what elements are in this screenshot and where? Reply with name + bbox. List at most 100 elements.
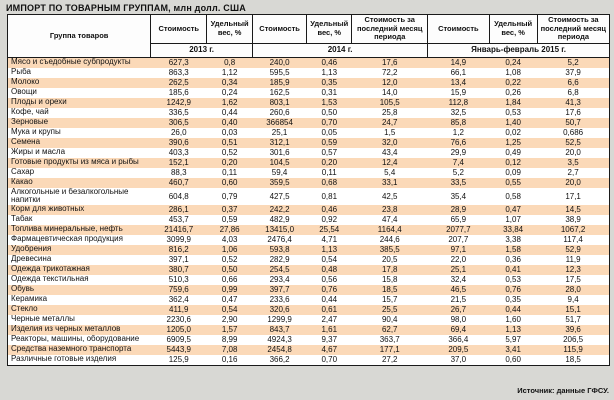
value-cell: 32,5 — [450, 108, 467, 117]
table-row: Готовые продукты из мяса и рыбы 152,1 0,20… — [7, 157, 610, 168]
value-cell: 20,5 — [381, 255, 398, 264]
group-cell: Керамика — [11, 294, 48, 304]
value-cell: 25,5 — [381, 305, 398, 314]
value-cell: 2,7 — [567, 168, 579, 177]
value-cell: 2,47 — [321, 315, 338, 324]
value-cell: 42,5 — [381, 191, 398, 201]
group-cell: Табак — [11, 214, 33, 224]
table-row: Зерновые 306,5 0,40 366854 0,70 24,7 85,8 1,40 5… — [7, 117, 610, 128]
value-cell: 46,5 — [450, 285, 467, 294]
group-cell: Различные готовые изделия — [11, 354, 117, 364]
value-cell: 403,3 — [168, 148, 189, 157]
value-cell: 482,9 — [269, 215, 290, 224]
value-cell: 18,5 — [565, 355, 581, 364]
table-row: Плоды и орехи 1242,9 1,62 803,1 1,53 105,5 112… — [7, 97, 610, 108]
value-cell: 25,54 — [319, 225, 340, 234]
table-row: Овощи 185,6 0,24 162,5 0,31 14,0 15,9 0,26 6,8 — [7, 87, 610, 98]
value-cell: 1242,9 — [166, 98, 191, 107]
value-cell: 336,5 — [168, 108, 189, 117]
value-cell: 3,5 — [567, 158, 579, 167]
value-cell: 0,03 — [221, 128, 238, 137]
value-cell: 0,16 — [221, 355, 238, 364]
value-cell: 37,0 — [450, 355, 467, 364]
value-cell: 21416,7 — [164, 225, 194, 234]
value-cell: 38,9 — [565, 215, 581, 224]
value-cell: 59,4 — [271, 168, 288, 177]
value-cell: 0,44 — [221, 108, 238, 117]
value-cell: 0,48 — [321, 265, 338, 274]
page-title: ИМПОРТ ПО ТОВАРНЫМ ГРУППАМ, млн долл. СШ… — [6, 3, 246, 13]
value-cell: 15,9 — [450, 88, 467, 97]
value-cell: 0,51 — [221, 138, 238, 147]
value-cell: 254,5 — [269, 265, 290, 274]
group-cell: Готовые продукты из мяса и рыбы — [11, 157, 139, 167]
value-cell: 0,46 — [321, 205, 338, 214]
value-cell: 12,0 — [381, 78, 398, 87]
value-cell: 366,2 — [269, 355, 290, 364]
value-cell: 20,0 — [565, 148, 581, 157]
table-row: Одежда трикотажная 380,7 0,50 254,5 0,48 17,8… — [7, 264, 610, 275]
table-row: Рыба 863,3 1,12 595,5 1,13 72,2 66,1 1,08 37,9 — [7, 67, 610, 78]
group-cell: Рыба — [11, 67, 31, 77]
value-cell: 0,31 — [321, 88, 338, 97]
value-cell: 1,58 — [505, 245, 521, 254]
period-header-2015: Январь-февраль 2015 г. — [427, 42, 610, 58]
period-header-2014: 2014 г. — [251, 42, 429, 58]
value-cell: 1,40 — [505, 118, 521, 127]
group-cell: Какао — [11, 177, 33, 187]
value-cell: 759,6 — [168, 285, 189, 294]
group-cell: Семена — [11, 137, 41, 147]
value-cell: 3099,9 — [166, 235, 191, 244]
value-cell: 5,2 — [452, 168, 464, 177]
value-cell: 0,54 — [221, 305, 238, 314]
value-cell: 1,2 — [452, 128, 464, 137]
value-cell: 1,06 — [221, 245, 238, 254]
group-cell: Корм для животных — [11, 204, 85, 214]
value-cell: 4,67 — [321, 345, 338, 354]
table-row: Мука и крупы 26,0 0,03 25,1 0,05 1,5 1,2 0,02 0,… — [7, 127, 610, 138]
value-cell: 2476,4 — [267, 235, 292, 244]
value-cell: 50,7 — [565, 118, 581, 127]
value-cell: 0,81 — [321, 191, 338, 201]
value-cell: 1,60 — [505, 315, 521, 324]
import-table-container: Группа товаров Стоимость Удельный вес, %… — [6, 14, 611, 366]
value-cell: 17,6 — [565, 108, 581, 117]
table-row: Семена 390,6 0,51 312,1 0,59 32,0 76,6 1,25 52,5 — [7, 137, 610, 148]
value-cell: 0,20 — [221, 158, 238, 167]
value-cell: 98,0 — [450, 315, 467, 324]
value-cell: 0,50 — [321, 108, 338, 117]
column-header-value-2015: Стоимость — [427, 14, 490, 44]
value-cell: 3,38 — [505, 235, 521, 244]
value-cell: 627,3 — [168, 58, 189, 67]
value-cell: 0,66 — [221, 275, 238, 284]
value-cell: 0,686 — [563, 128, 584, 137]
value-cell: 0,24 — [221, 88, 238, 97]
table-row: Обувь 759,6 0,99 397,7 0,76 18,5 46,5 0,76 28,0 — [7, 284, 610, 295]
group-cell: Реакторы, машины, оборудование — [11, 334, 140, 344]
table-row: Табак 453,7 0,59 482,9 0,92 47,4 65,9 1,07 38,9 — [7, 214, 610, 225]
value-cell: 18,5 — [381, 285, 398, 294]
table-header: Группа товаров Стоимость Удельный вес, %… — [6, 14, 611, 58]
value-cell: 0,09 — [505, 168, 521, 177]
period-header-2013: 2013 г. — [150, 42, 253, 58]
value-cell: 6909,5 — [166, 335, 191, 344]
value-cell: 0,41 — [505, 265, 521, 274]
value-cell: 177,1 — [379, 345, 400, 354]
value-cell: 0,05 — [321, 128, 338, 137]
value-cell: 0,54 — [321, 255, 338, 264]
value-cell: 26,7 — [450, 305, 467, 314]
table-row: Жиры и масла 403,3 0,52 301,6 0,57 43,4 29,9 0,… — [7, 147, 610, 158]
value-cell: 1,61 — [321, 325, 338, 334]
value-cell: 0,76 — [505, 285, 521, 294]
value-cell: 52,5 — [565, 138, 581, 147]
value-cell: 15,1 — [565, 305, 581, 314]
value-cell: 24,7 — [381, 118, 398, 127]
table-row: Какао 460,7 0,60 359,5 0,68 33,1 33,5 0,55 20,0 — [7, 177, 610, 188]
value-cell: 15,7 — [381, 295, 398, 304]
value-cell: 28,9 — [450, 205, 467, 214]
value-cell: 37,9 — [565, 68, 581, 77]
group-cell: Обувь — [11, 284, 35, 294]
value-cell: 286,1 — [168, 205, 189, 214]
group-cell: Одежда текстильная — [11, 274, 89, 284]
column-header-lastmonth-2015: Стоимость за последний месяц периода — [536, 14, 611, 44]
